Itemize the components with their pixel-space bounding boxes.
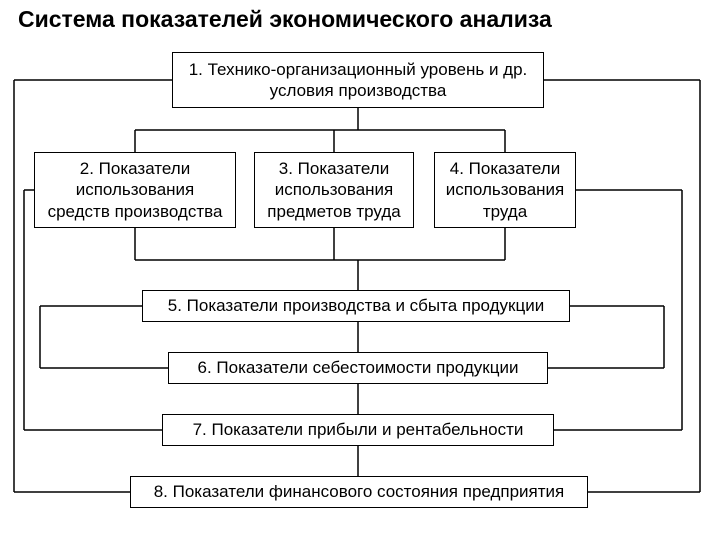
box-7: 7. Показатели прибыли и рентабельности <box>162 414 554 446</box>
box-1: 1. Технико-организационный уровень и др.… <box>172 52 544 108</box>
box-8-label: 8. Показатели финансового состояния пред… <box>154 481 565 502</box>
box-2-label: 2. Показатели использования средств прои… <box>43 158 227 222</box>
box-2: 2. Показатели использования средств прои… <box>34 152 236 228</box>
box-4-label: 4. Показатели использования труда <box>443 158 567 222</box>
diagram-title: Система показателей экономического анали… <box>18 6 552 33</box>
box-3: 3. Показатели использования предметов тр… <box>254 152 414 228</box>
box-7-label: 7. Показатели прибыли и рентабельности <box>193 419 524 440</box>
box-3-label: 3. Показатели использования предметов тр… <box>263 158 405 222</box>
box-5: 5. Показатели производства и сбыта проду… <box>142 290 570 322</box>
box-6-label: 6. Показатели себестоимости продукции <box>198 357 519 378</box>
box-5-label: 5. Показатели производства и сбыта проду… <box>168 295 544 316</box>
box-8: 8. Показатели финансового состояния пред… <box>130 476 588 508</box>
box-6: 6. Показатели себестоимости продукции <box>168 352 548 384</box>
box-1-label: 1. Технико-организационный уровень и др.… <box>181 59 535 102</box>
box-4: 4. Показатели использования труда <box>434 152 576 228</box>
